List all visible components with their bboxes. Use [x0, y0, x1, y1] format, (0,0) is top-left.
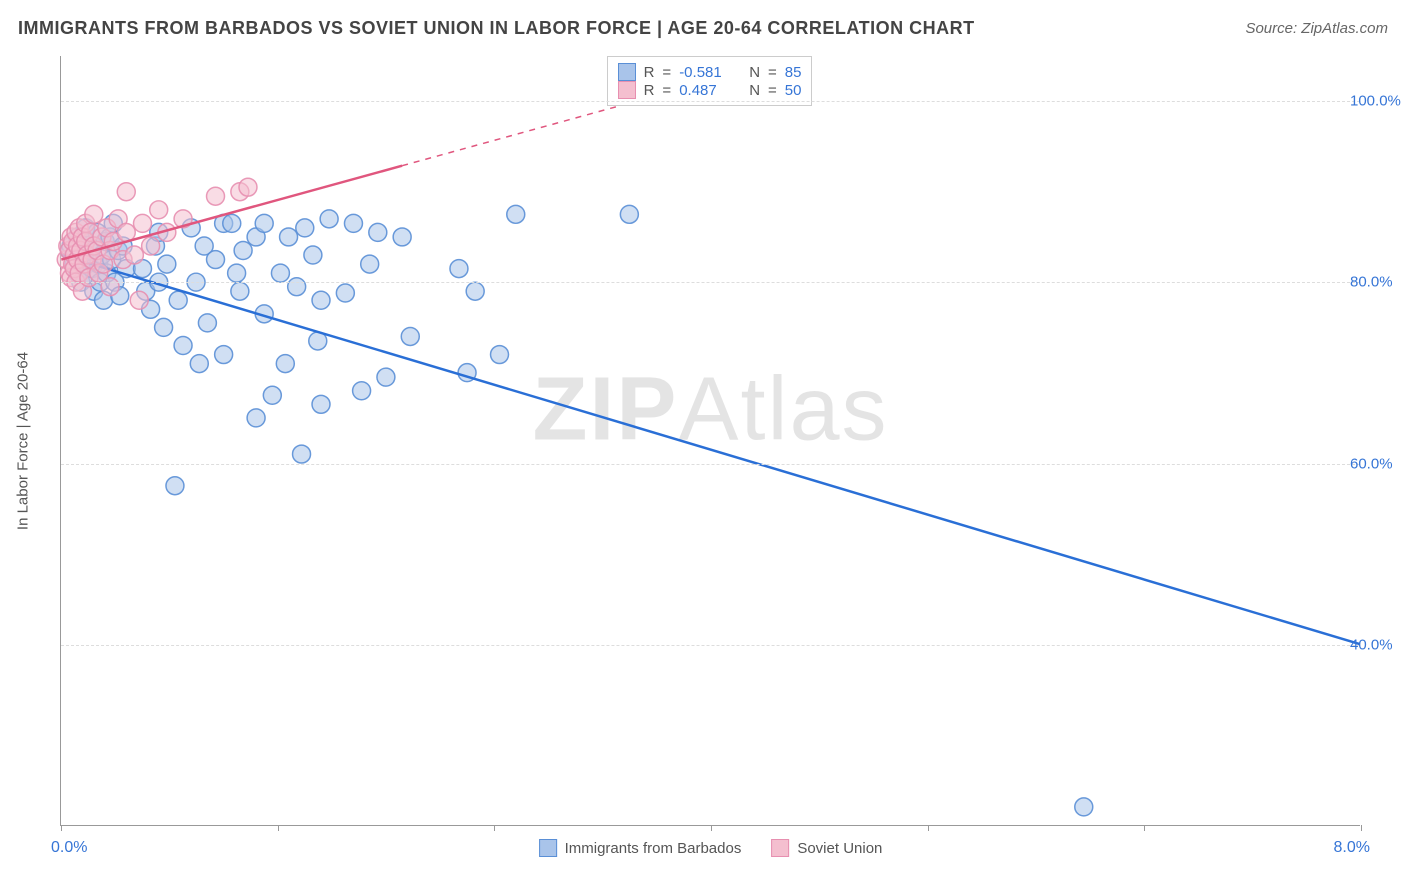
swatch-soviet-icon [618, 81, 636, 99]
point-barbados [231, 282, 249, 300]
stat-eq2-1: = [768, 82, 777, 99]
point-soviet [101, 278, 119, 296]
legend-item-barbados: Immigrants from Barbados [539, 839, 742, 857]
point-barbados [247, 409, 265, 427]
point-soviet [134, 214, 152, 232]
point-barbados [166, 477, 184, 495]
stat-n-value-0: 85 [785, 64, 802, 81]
y-tick-label: 80.0% [1350, 274, 1406, 291]
point-barbados [369, 223, 387, 241]
point-barbados [223, 214, 241, 232]
point-barbados [393, 228, 411, 246]
point-soviet [130, 291, 148, 309]
stat-eq: = [662, 64, 671, 81]
x-tick [61, 825, 62, 831]
stat-label-r: R [644, 64, 655, 81]
point-barbados [361, 255, 379, 273]
legend-item-soviet: Soviet Union [771, 839, 882, 857]
point-barbados [507, 205, 525, 223]
legend-swatch-soviet-icon [771, 839, 789, 857]
point-barbados [620, 205, 638, 223]
x-tick [1361, 825, 1362, 831]
point-barbados [304, 246, 322, 264]
chart-title: IMMIGRANTS FROM BARBADOS VS SOVIET UNION… [18, 18, 975, 39]
point-soviet [239, 178, 257, 196]
stat-n-value-1: 50 [785, 82, 802, 99]
legend-label-0: Immigrants from Barbados [565, 840, 742, 857]
point-barbados [263, 386, 281, 404]
legend-label-1: Soviet Union [797, 840, 882, 857]
point-barbados [336, 284, 354, 302]
point-barbados [401, 327, 419, 345]
point-soviet [150, 201, 168, 219]
point-soviet [117, 183, 135, 201]
y-axis-title: In Labor Force | Age 20-64 [15, 351, 32, 529]
point-barbados [288, 278, 306, 296]
point-barbados [312, 291, 330, 309]
stat-eq2: = [768, 64, 777, 81]
point-barbados [174, 337, 192, 355]
point-barbados [234, 242, 252, 260]
point-barbados [466, 282, 484, 300]
x-axis-max-label: 8.0% [1334, 839, 1370, 857]
point-barbados [271, 264, 289, 282]
x-tick [1144, 825, 1145, 831]
point-barbados [169, 291, 187, 309]
stat-label-n: N [749, 64, 760, 81]
stat-label-n-1: N [749, 82, 760, 99]
point-barbados [198, 314, 216, 332]
x-tick [928, 825, 929, 831]
point-barbados [377, 368, 395, 386]
gridline-h [61, 101, 1360, 102]
point-barbados [276, 355, 294, 373]
swatch-barbados-icon [618, 63, 636, 81]
point-barbados [190, 355, 208, 373]
x-tick [278, 825, 279, 831]
point-barbados [312, 395, 330, 413]
point-barbados [344, 214, 362, 232]
legend-stats-box: R = -0.581 N = 85 R = 0.487 N = 50 [607, 56, 813, 106]
y-tick-label: 60.0% [1350, 455, 1406, 472]
point-soviet [142, 237, 160, 255]
point-barbados [1075, 798, 1093, 816]
y-tick-label: 40.0% [1350, 636, 1406, 653]
point-barbados [320, 210, 338, 228]
point-barbados [353, 382, 371, 400]
point-barbados [255, 214, 273, 232]
stat-eq-1: = [662, 82, 671, 99]
point-barbados [158, 255, 176, 273]
stat-r-value-0: -0.581 [679, 64, 731, 81]
plot-area: In Labor Force | Age 20-64 ZIPAtlas R = … [60, 56, 1360, 826]
point-barbados [228, 264, 246, 282]
stat-r-value-1: 0.487 [679, 82, 731, 99]
legend-stats-row-1: R = 0.487 N = 50 [618, 81, 802, 99]
point-soviet [207, 187, 225, 205]
point-barbados [491, 346, 509, 364]
stat-label-r-1: R [644, 82, 655, 99]
legend-bottom: Immigrants from Barbados Soviet Union [539, 839, 883, 857]
point-barbados [450, 260, 468, 278]
y-tick-label: 100.0% [1350, 93, 1406, 110]
point-soviet [85, 205, 103, 223]
legend-swatch-barbados-icon [539, 839, 557, 857]
gridline-h [61, 464, 1360, 465]
point-barbados [280, 228, 298, 246]
point-soviet [125, 246, 143, 264]
gridline-h [61, 645, 1360, 646]
x-tick [711, 825, 712, 831]
chart-svg [61, 56, 1360, 825]
point-barbados [207, 251, 225, 269]
point-barbados [296, 219, 314, 237]
source-label: Source: ZipAtlas.com [1245, 20, 1388, 37]
legend-stats-row-0: R = -0.581 N = 85 [618, 63, 802, 81]
x-tick [494, 825, 495, 831]
point-barbados [155, 318, 173, 336]
x-axis-min-label: 0.0% [51, 839, 87, 857]
point-barbados [293, 445, 311, 463]
trendline-0 [61, 255, 1359, 644]
gridline-h [61, 282, 1360, 283]
point-barbados [215, 346, 233, 364]
